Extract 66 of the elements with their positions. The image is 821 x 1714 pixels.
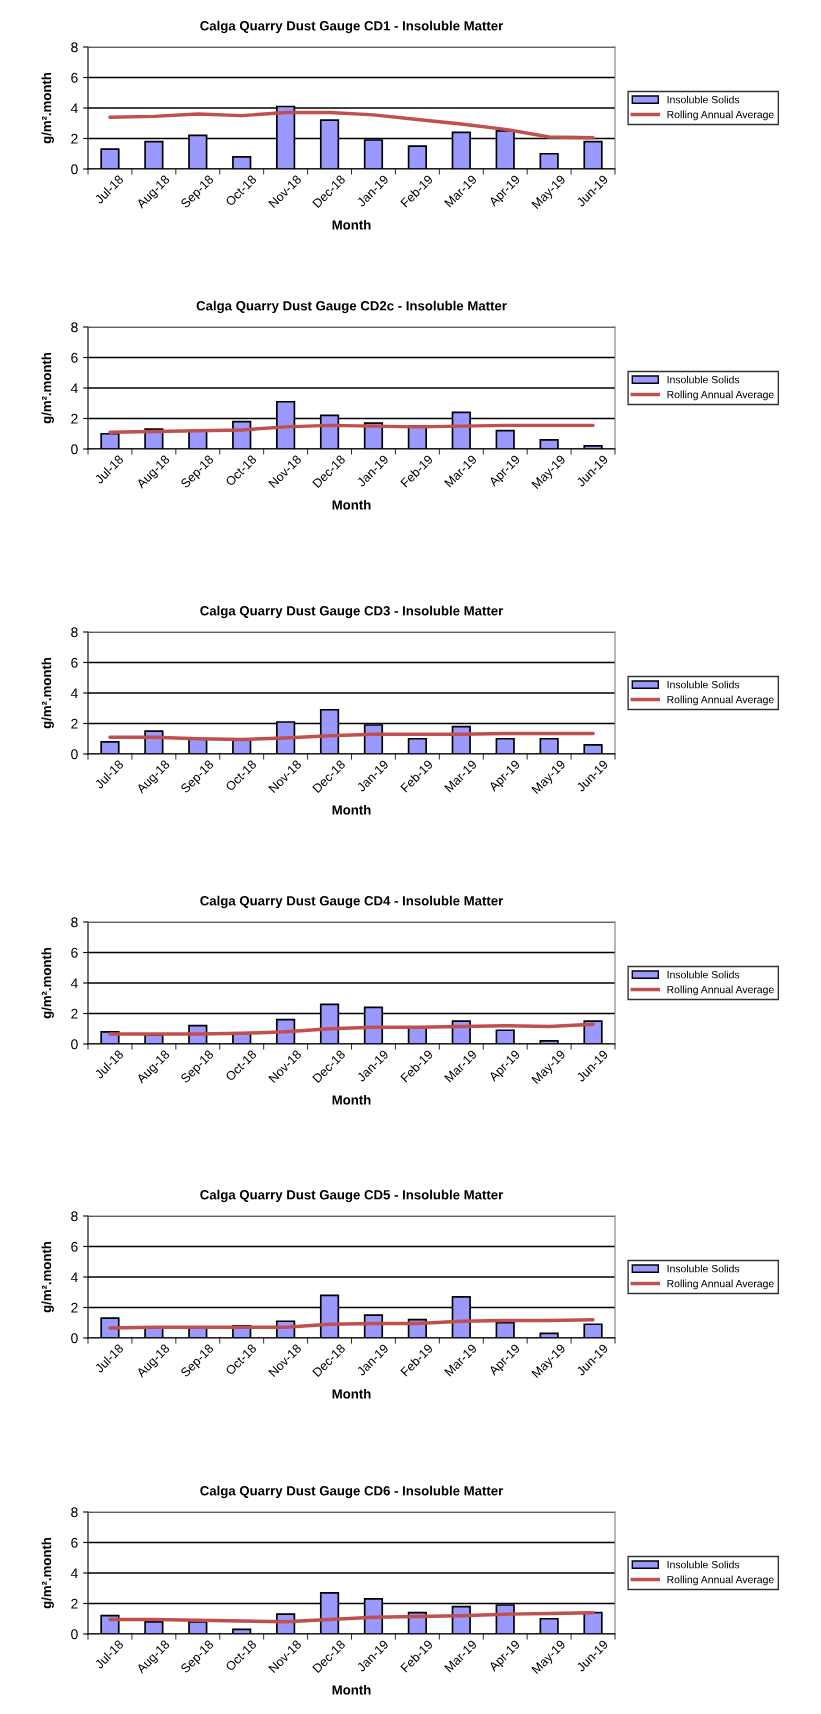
legend-label: Insoluble Solids: [667, 970, 740, 979]
y-tick-label: 0: [71, 749, 78, 760]
y-tick-label: 2: [71, 413, 78, 424]
line-series: [108, 110, 595, 140]
y-axis-title: g/m².month: [41, 1241, 54, 1313]
x-axis-title: Month: [332, 1684, 371, 1695]
x-axis-title: Month: [332, 1388, 371, 1399]
legend-label: Rolling Annual Average: [667, 390, 774, 401]
y-tick-label: 2: [71, 718, 78, 729]
legend-label: Rolling Annual Average: [667, 110, 774, 121]
y-tick-label: 8: [71, 42, 78, 53]
y-axis-title: g/m².month: [41, 72, 54, 144]
y-tick-label: 2: [71, 133, 78, 144]
y-tick-label: 8: [71, 627, 78, 638]
y-axis-title: g/m².month: [41, 657, 54, 729]
y-tick-label: 0: [71, 1629, 78, 1640]
y-tick-label: 4: [70, 1272, 78, 1283]
y-tick-label: 8: [71, 322, 78, 333]
x-axis-title: Month: [332, 804, 371, 815]
y-tick-label: 6: [71, 1537, 78, 1548]
y-tick-label: 0: [71, 444, 78, 455]
line-series: [108, 423, 595, 434]
chart-title: Calga Quarry Dust Gauge CD5 - Insoluble Matter: [200, 1189, 504, 1203]
y-tick-label: 6: [71, 657, 78, 668]
chart-title: Calga Quarry Dust Gauge CD3 - Insoluble Matter: [200, 605, 504, 619]
y-tick-label: 6: [71, 72, 78, 83]
x-axis-title: Month: [332, 219, 371, 230]
y-tick-label: 0: [71, 1333, 78, 1344]
y-tick-label: 8: [71, 1507, 78, 1518]
legend-label: Rolling Annual Average: [667, 1279, 774, 1290]
y-tick-label: 2: [71, 1598, 78, 1609]
y-tick-label: 4: [70, 383, 78, 394]
y-tick-label: 4: [70, 1568, 78, 1579]
line-series: [108, 1022, 595, 1036]
y-tick-label: 6: [71, 1241, 78, 1252]
legend-label: Rolling Annual Average: [667, 695, 774, 706]
y-tick-label: 0: [71, 164, 78, 175]
legend-label: Rolling Annual Average: [667, 985, 774, 996]
chart-title: Calga Quarry Dust Gauge CD4 - Insoluble Matter: [200, 895, 504, 909]
y-axis-title: g/m².month: [41, 352, 54, 424]
y-tick-label: 0: [71, 1039, 78, 1050]
chart-title: Calga Quarry Dust Gauge CD2c - Insoluble Matter: [196, 300, 507, 314]
legend-label: Rolling Annual Average: [667, 1575, 774, 1586]
y-tick-label: 8: [71, 917, 78, 928]
y-tick-label: 2: [71, 1302, 78, 1313]
legend-label: Insoluble Solids: [667, 680, 740, 689]
y-tick-label: 6: [71, 947, 78, 958]
legend-label: Insoluble Solids: [667, 95, 740, 104]
y-tick-label: 4: [70, 978, 78, 989]
x-axis-title: Month: [332, 1094, 371, 1105]
y-tick-label: 6: [71, 352, 78, 363]
line-series: [108, 1317, 595, 1330]
y-tick-label: 8: [71, 1211, 78, 1222]
y-tick-label: 4: [70, 103, 78, 114]
y-tick-label: 2: [71, 1008, 78, 1019]
y-axis-title: g/m².month: [41, 947, 54, 1019]
line-series: [108, 1610, 595, 1624]
chart-title: Calga Quarry Dust Gauge CD6 - Insoluble Matter: [200, 1485, 504, 1499]
legend-label: Insoluble Solids: [667, 1264, 740, 1273]
legend-label: Insoluble Solids: [667, 1560, 740, 1569]
chart-title: Calga Quarry Dust Gauge CD1 - Insoluble Matter: [200, 20, 504, 34]
legend-label: Insoluble Solids: [667, 375, 740, 384]
x-axis-title: Month: [332, 499, 371, 510]
line-series: [108, 731, 595, 742]
y-axis-title: g/m².month: [41, 1537, 54, 1609]
y-tick-label: 4: [70, 688, 78, 699]
